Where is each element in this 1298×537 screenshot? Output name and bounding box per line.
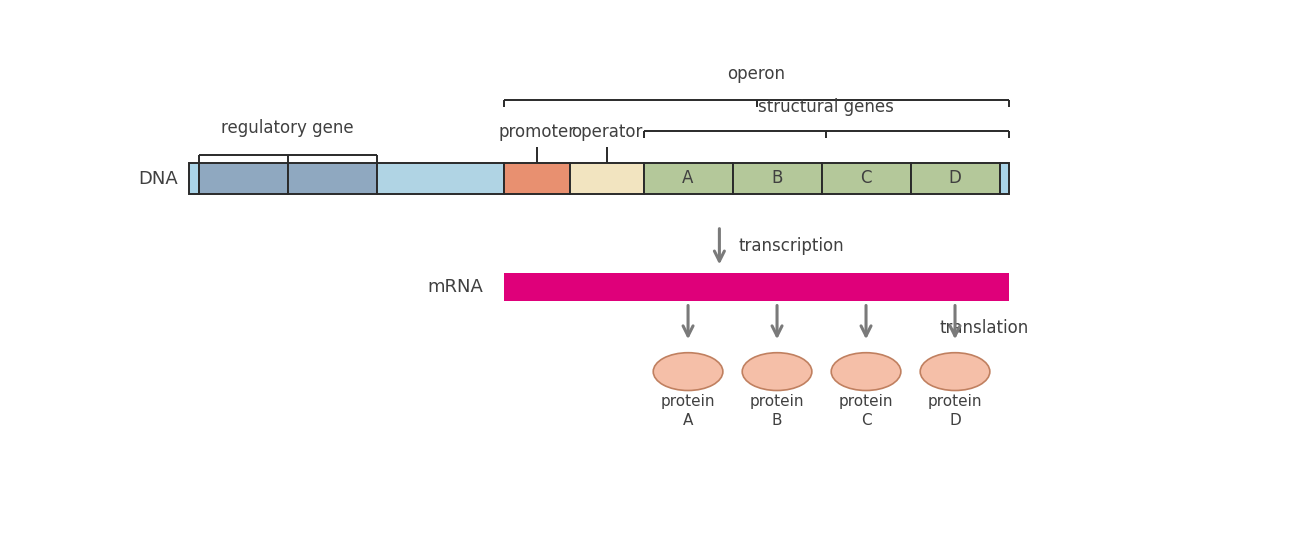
Bar xyxy=(190,163,199,194)
Ellipse shape xyxy=(920,353,990,390)
Bar xyxy=(570,163,644,194)
Text: protein
B: protein B xyxy=(750,395,805,428)
Text: protein
C: protein C xyxy=(839,395,893,428)
Text: transcription: transcription xyxy=(739,237,845,255)
Ellipse shape xyxy=(831,353,901,390)
Text: structural genes: structural genes xyxy=(758,98,894,117)
Bar xyxy=(910,163,999,194)
Ellipse shape xyxy=(742,353,811,390)
Text: promoter: promoter xyxy=(498,123,576,141)
Ellipse shape xyxy=(653,353,723,390)
Text: A: A xyxy=(683,169,693,187)
Bar xyxy=(504,273,1009,301)
Text: operon: operon xyxy=(728,66,785,83)
Text: D: D xyxy=(949,169,962,187)
Bar xyxy=(999,163,1009,194)
Bar xyxy=(644,163,732,194)
Text: protein
D: protein D xyxy=(928,395,983,428)
Text: B: B xyxy=(771,169,783,187)
Bar xyxy=(199,163,288,194)
Text: DNA: DNA xyxy=(138,170,178,187)
Bar xyxy=(822,163,910,194)
Text: translation: translation xyxy=(940,320,1029,337)
Text: mRNA: mRNA xyxy=(427,278,483,296)
Bar xyxy=(376,163,504,194)
Text: protein
A: protein A xyxy=(661,395,715,428)
Bar xyxy=(504,163,570,194)
Text: regulatory gene: regulatory gene xyxy=(221,119,354,137)
Text: operator: operator xyxy=(571,123,643,141)
Bar xyxy=(288,163,376,194)
Bar xyxy=(732,163,822,194)
Text: C: C xyxy=(861,169,872,187)
